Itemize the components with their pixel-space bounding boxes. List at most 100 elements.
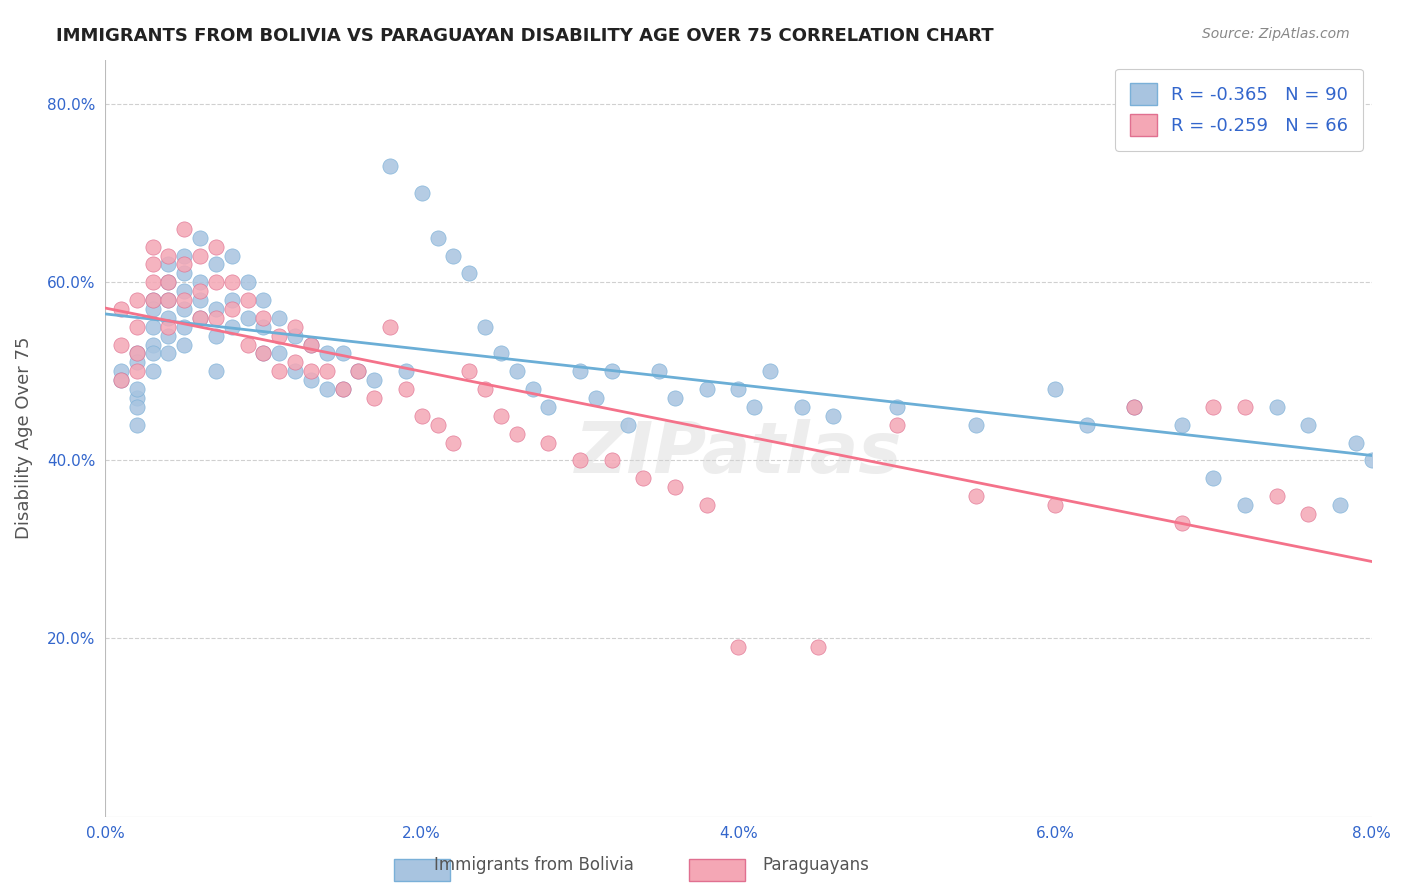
Point [1076,417,1098,432]
Point [1361,453,1384,467]
Point [188,248,211,262]
Point [965,417,987,432]
Point [157,328,180,343]
Point [332,382,354,396]
Point [299,364,322,378]
Point [1170,417,1192,432]
Point [252,346,274,360]
Point [965,489,987,503]
Point [299,373,322,387]
Point [125,382,148,396]
Point [1329,498,1351,512]
Point [142,257,165,271]
Point [142,275,165,289]
Point [395,382,418,396]
Point [426,230,449,244]
Point [569,364,592,378]
Point [315,364,337,378]
Point [727,640,749,655]
Point [506,364,529,378]
Point [537,400,560,414]
Point [269,310,291,325]
Point [125,417,148,432]
Point [221,293,243,307]
Point [648,364,671,378]
Point [284,355,307,369]
Point [252,293,274,307]
Point [759,364,782,378]
Point [378,160,401,174]
Point [252,346,274,360]
Point [806,640,828,655]
Point [110,301,132,316]
Point [441,248,464,262]
Point [347,364,370,378]
Point [458,364,481,378]
Point [125,355,148,369]
Point [157,293,180,307]
Text: ZIPatlas: ZIPatlas [575,418,903,488]
Point [441,435,464,450]
Point [426,417,449,432]
Point [125,346,148,360]
Y-axis label: Disability Age Over 75: Disability Age Over 75 [15,337,32,540]
Point [221,275,243,289]
Point [886,400,908,414]
Point [474,382,496,396]
Point [1233,498,1256,512]
Point [1265,400,1288,414]
Point [188,310,211,325]
Point [157,346,180,360]
Point [110,373,132,387]
Point [284,328,307,343]
Point [1344,435,1367,450]
Point [474,319,496,334]
Point [522,382,544,396]
Point [1123,400,1146,414]
Point [1170,516,1192,530]
Point [411,186,433,201]
Point [236,293,259,307]
Point [142,364,165,378]
Point [110,373,132,387]
Point [142,301,165,316]
Point [157,275,180,289]
Point [236,337,259,351]
Point [125,319,148,334]
Point [236,310,259,325]
Point [664,391,686,405]
Point [1123,400,1146,414]
Point [1202,400,1225,414]
Point [205,275,228,289]
Point [790,400,813,414]
Point [142,293,165,307]
Point [616,417,638,432]
Point [142,319,165,334]
Point [173,266,195,280]
Point [142,337,165,351]
Point [173,319,195,334]
Point [269,328,291,343]
Point [727,382,749,396]
Point [157,293,180,307]
Point [221,301,243,316]
Point [205,239,228,253]
Point [188,230,211,244]
Point [332,346,354,360]
Point [173,257,195,271]
Point [110,364,132,378]
Point [299,337,322,351]
Point [173,248,195,262]
Point [252,319,274,334]
Point [269,364,291,378]
Point [157,275,180,289]
Point [173,293,195,307]
Point [696,498,718,512]
Point [299,337,322,351]
Point [1298,417,1320,432]
Point [363,373,385,387]
Point [173,222,195,236]
Point [1043,382,1066,396]
Point [664,480,686,494]
Point [1298,507,1320,521]
